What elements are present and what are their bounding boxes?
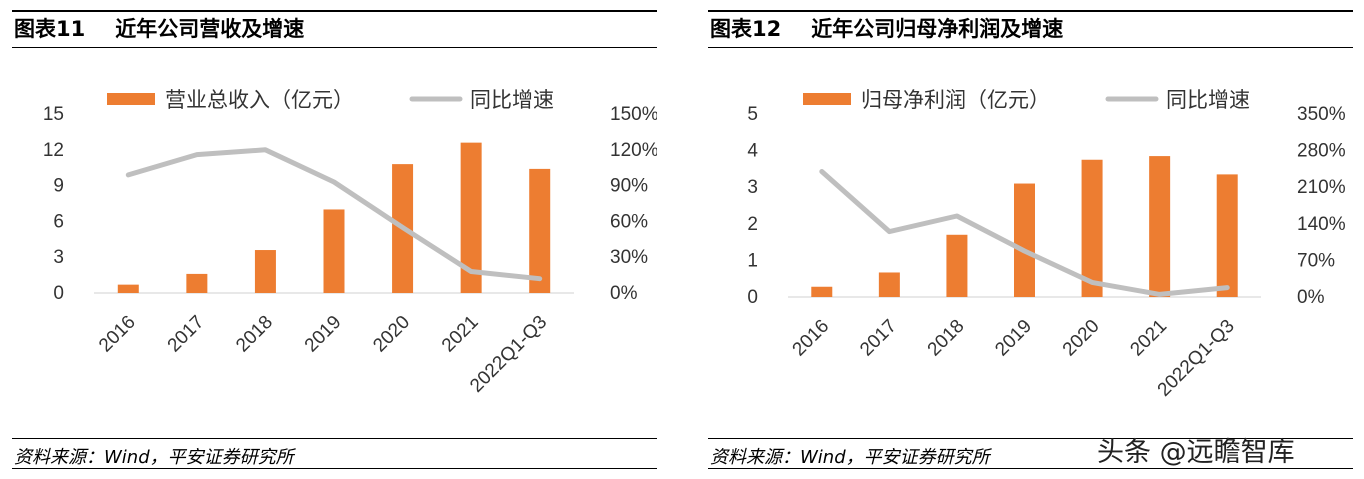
legend-label-bar: 归母净利润（亿元） xyxy=(861,89,1050,112)
source-note: 资料来源：Wind，平安证券研究所 xyxy=(710,447,990,468)
y-right-tick-label: 120% xyxy=(610,140,657,161)
figure-panel-revenue: 图表11 近年公司营收及增速 0 3 6 9 12 15 0% 30% 60% 90% 120% 150… xyxy=(12,0,657,479)
bar xyxy=(1081,159,1103,297)
bar xyxy=(460,142,482,293)
y-right-tick-label: 150% xyxy=(610,104,657,125)
y-right-tick-label: 30% xyxy=(610,247,648,268)
bar xyxy=(186,273,208,293)
x-tick-label: 2020 xyxy=(369,312,414,357)
growth-line xyxy=(125,147,543,282)
x-tick-label: 2017 xyxy=(164,312,209,357)
y-left-tick-label: 12 xyxy=(43,140,64,161)
title-rule xyxy=(12,47,657,48)
x-tick-label: 2021 xyxy=(1126,316,1171,361)
x-tick-label: 2017 xyxy=(856,316,901,361)
legend-swatch-bar xyxy=(107,93,155,105)
source-note: 资料来源：Wind，平安证券研究所 xyxy=(14,447,294,468)
y-right-tick-label: 350% xyxy=(1297,104,1346,125)
legend-label-bar: 营业总收入（亿元） xyxy=(165,89,354,112)
y-right-tick-label: 280% xyxy=(1297,141,1346,162)
figure-title: 图表11 近年公司营收及增速 xyxy=(14,13,304,43)
x-tick-label: 2018 xyxy=(232,312,277,357)
figure-caption: 近年公司归母净利润及增速 xyxy=(811,17,1064,41)
legend-label-line: 同比增速 xyxy=(470,89,554,112)
y-right-tick-label: 60% xyxy=(610,211,648,232)
y-left-tick-label: 0 xyxy=(53,283,64,304)
bar xyxy=(323,209,345,293)
x-tick-label: 2020 xyxy=(1059,316,1104,361)
x-tick-label: 2019 xyxy=(991,316,1036,361)
y-left-tick-label: 1 xyxy=(747,250,758,271)
y-left-tick-label: 2 xyxy=(747,214,758,235)
source-rule-bottom xyxy=(12,468,657,469)
source-rule-top xyxy=(708,438,1353,439)
y-left-tick-label: 0 xyxy=(747,287,758,308)
x-tick-label: 2021 xyxy=(438,312,483,357)
bar xyxy=(878,272,900,297)
x-tick-label: 2016 xyxy=(789,316,834,361)
figure-title: 图表12 近年公司归母净利润及增速 xyxy=(710,13,1063,43)
bar xyxy=(811,286,833,297)
y-right-tick-label: 90% xyxy=(610,176,648,197)
source-rule-bottom xyxy=(708,468,1353,469)
net-profit-chart: 0 1 2 3 4 5 0% 70% 140% 210% 280% 350% 2016 2017 2018 2… xyxy=(747,89,1346,401)
y-left-tick-label: 3 xyxy=(747,177,758,198)
y-right-tick-label: 140% xyxy=(1297,214,1346,235)
title-rule xyxy=(708,47,1353,48)
bar xyxy=(254,250,276,293)
figure-number: 图表12 xyxy=(710,17,782,41)
y-left-tick-label: 9 xyxy=(53,176,64,197)
y-left-tick-label: 15 xyxy=(43,104,64,125)
bar xyxy=(1149,156,1171,297)
figure-number: 图表11 xyxy=(14,17,86,41)
top-rule xyxy=(708,10,1353,12)
figure-caption: 近年公司营收及增速 xyxy=(115,17,305,41)
legend-label-line: 同比增速 xyxy=(1166,89,1250,112)
growth-line xyxy=(819,169,1230,297)
y-left-tick-label: 5 xyxy=(747,104,758,125)
y-left-tick-label: 6 xyxy=(53,211,64,232)
y-right-tick-label: 70% xyxy=(1297,250,1335,271)
figure-panel-net-profit: 图表12 近年公司归母净利润及增速 0 1 2 3 4 5 0% 70% 140% 210% 280%… xyxy=(708,0,1353,479)
x-tick-label: 2016 xyxy=(95,312,140,357)
y-right-tick-label: 210% xyxy=(1297,177,1346,198)
bar xyxy=(117,284,139,293)
source-rule-top xyxy=(12,438,657,439)
y-right-tick-label: 0% xyxy=(610,283,638,304)
x-tick-label: 2018 xyxy=(924,316,969,361)
bar xyxy=(1216,174,1238,297)
top-rule xyxy=(12,10,657,12)
bar xyxy=(1014,183,1035,297)
y-left-tick-label: 4 xyxy=(747,141,758,162)
watermark: 头条 @远瞻智库 xyxy=(1097,437,1295,468)
legend-swatch-bar xyxy=(803,93,851,105)
y-right-tick-label: 0% xyxy=(1297,287,1325,308)
bar xyxy=(946,234,968,297)
bar xyxy=(529,168,551,293)
x-tick-label: 2019 xyxy=(301,312,346,357)
y-left-tick-label: 3 xyxy=(53,247,64,268)
